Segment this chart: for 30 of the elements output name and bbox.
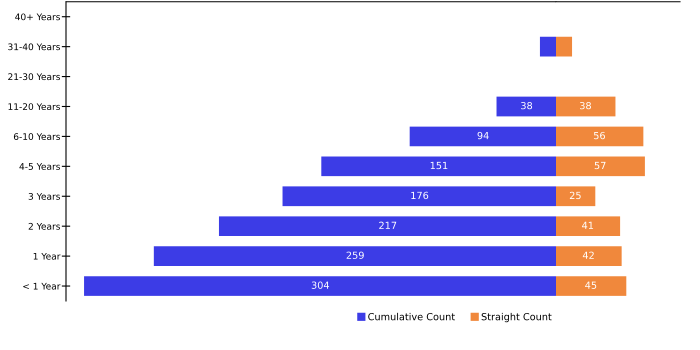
bar xyxy=(556,216,620,236)
data-label: 42 xyxy=(582,252,594,259)
y-tick-label: 21-30 Years xyxy=(8,73,60,80)
bar xyxy=(556,276,626,296)
data-label: 151 xyxy=(430,162,448,170)
y-tick-label: < 1 Year xyxy=(23,282,60,290)
data-label: 38 xyxy=(521,102,532,110)
data-label: 304 xyxy=(312,282,330,289)
y-tick-label: 31-40 Years xyxy=(8,43,60,50)
y-tick-label: 1 Year xyxy=(34,252,60,260)
data-label: 41 xyxy=(582,222,594,229)
data-label: 45 xyxy=(585,282,596,289)
y-tick-label: 40+ Years xyxy=(15,13,60,20)
data-label: 259 xyxy=(346,252,364,259)
y-tick-label: 3 Years xyxy=(28,192,60,200)
legend-label: Cumulative Count xyxy=(368,312,455,320)
data-label: 217 xyxy=(379,222,396,229)
data-label: 25 xyxy=(570,192,581,200)
y-tick-label: 4-5 Years xyxy=(19,163,60,170)
data-label: 56 xyxy=(594,132,605,140)
legend-label: Straight Count xyxy=(482,312,552,322)
y-tick-label: 11-20 Years xyxy=(8,103,60,110)
bar xyxy=(556,186,596,206)
data-label: 57 xyxy=(594,162,606,170)
data-label: 38 xyxy=(580,102,591,110)
y-tick-label: 6-10 Years xyxy=(14,133,60,140)
bar xyxy=(556,246,622,266)
y-tick-label: 2 Years xyxy=(28,222,60,230)
data-label: 94 xyxy=(478,132,489,140)
data-label: 176 xyxy=(411,192,428,200)
